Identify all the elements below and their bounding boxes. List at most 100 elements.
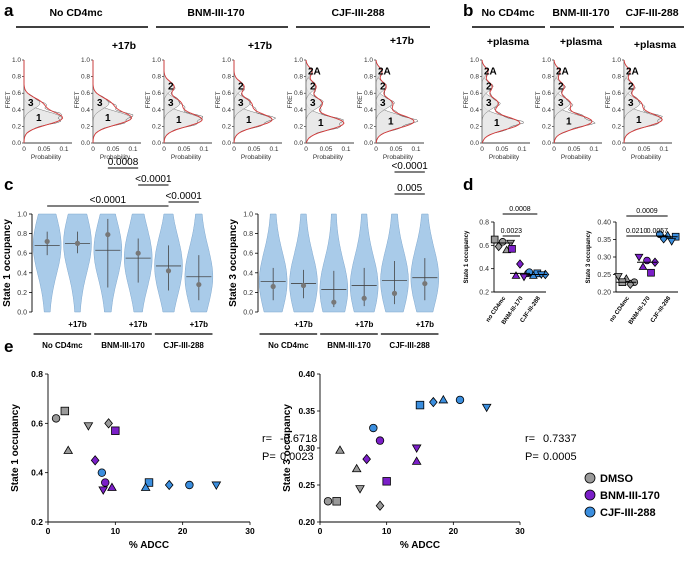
corr-point bbox=[335, 445, 345, 454]
fret-y-tick-label: 0.4 bbox=[542, 107, 551, 114]
fret-x-tick-label: 0 bbox=[162, 146, 166, 153]
violin-group-label: No CD4mc bbox=[268, 341, 309, 350]
fret-state-2-label: 2 bbox=[168, 82, 174, 93]
corr-point bbox=[481, 403, 492, 413]
e-right-r-label: r= bbox=[525, 433, 535, 445]
fret-x-tick-label: 0.05 bbox=[107, 146, 120, 153]
corr-y-tick-label: 0.6 bbox=[31, 418, 43, 428]
violin-shape bbox=[32, 213, 62, 313]
fret-y-tick-label: 0.8 bbox=[152, 74, 161, 81]
dot-point bbox=[519, 273, 529, 282]
fret-x-tick-label: 0.1 bbox=[659, 146, 668, 153]
violin-condition-label: +17b bbox=[416, 320, 435, 329]
corr-point bbox=[415, 400, 425, 410]
violin-y-tick-label: 0.2 bbox=[17, 290, 27, 297]
dot-category-label: CJF-III-288 bbox=[650, 295, 673, 324]
dot-point bbox=[647, 268, 655, 277]
fret-state-1-label: 1 bbox=[176, 115, 182, 126]
violin-y-tick-label: 1.0 bbox=[243, 212, 253, 219]
fret-y-tick-label: 0.2 bbox=[152, 123, 161, 130]
dot-y-tick-label: 0.20 bbox=[597, 290, 611, 297]
corr-point bbox=[101, 478, 110, 487]
corr-point bbox=[63, 445, 74, 454]
fret-y-axis-label: FRET bbox=[535, 91, 542, 108]
corr-x-tick-label: 20 bbox=[178, 526, 188, 536]
fret-x-tick-label: 0.1 bbox=[59, 146, 68, 153]
fret-fit-line bbox=[305, 59, 345, 144]
violin-y-tick-label: 0.0 bbox=[243, 310, 253, 317]
corr-chart-state1: 0.2 0.4 0.6 0.8 0 10 20 30 % ADCC State 1 occupan… bbox=[10, 369, 255, 551]
fret-y-axis-label: FRET bbox=[287, 91, 294, 108]
fret-y-tick-label: 1.0 bbox=[222, 57, 231, 64]
fret-x-tick-label: 0.1 bbox=[589, 146, 598, 153]
a-17b-label-1: +17b bbox=[112, 40, 136, 52]
corr-point bbox=[332, 497, 341, 506]
fret-fit-line bbox=[233, 60, 273, 144]
b-plasma-label-2: +plasma bbox=[560, 36, 602, 48]
dot-y-tick-label: 0.2 bbox=[479, 290, 489, 297]
corr-point bbox=[185, 480, 194, 490]
fret-y-tick-label: 1.0 bbox=[294, 57, 303, 64]
significance-label: 0.0008 bbox=[108, 157, 139, 168]
fret-state-1-label: 1 bbox=[36, 113, 42, 124]
fret-state-1-label: 1 bbox=[388, 116, 394, 127]
fret-state-2-label: 2 bbox=[238, 82, 244, 93]
fret-x-tick-label: 0.1 bbox=[341, 146, 350, 153]
fret-y-tick-label: 0.0 bbox=[294, 140, 303, 147]
dot-y-tick-label: 0.30 bbox=[597, 255, 611, 262]
fret-state-2-label: 2 bbox=[628, 82, 634, 93]
corr-y-axis-label: State 1 occupancy bbox=[10, 404, 21, 492]
fret-state-2a-label: 2A bbox=[626, 67, 639, 78]
fret-y-axis-label: FRET bbox=[215, 91, 222, 108]
corr-point bbox=[60, 406, 70, 416]
fret-state-1-label: 1 bbox=[105, 113, 111, 124]
dot-y-tick-label: 0.8 bbox=[479, 220, 489, 227]
legend-label-cjf: CJF-III-288 bbox=[600, 507, 656, 519]
corr-y-axis-label: State 3 occupancy bbox=[282, 404, 293, 492]
fret-y-tick-label: 0.2 bbox=[222, 123, 231, 130]
corr-point bbox=[369, 423, 378, 433]
fret-state-2a-label: 2A bbox=[484, 67, 497, 78]
fret-y-tick-label: 0.8 bbox=[12, 74, 21, 81]
fret-y-tick-label: 0.8 bbox=[542, 74, 551, 81]
fret-x-tick-label: 0.1 bbox=[199, 146, 208, 153]
fret-y-tick-label: 0.4 bbox=[81, 107, 90, 114]
fret-state-3-label: 3 bbox=[28, 98, 34, 109]
fret-x-tick-label: 0 bbox=[22, 146, 26, 153]
fret-y-tick-label: 0.6 bbox=[612, 90, 621, 97]
corr-x-tick-label: 20 bbox=[449, 526, 459, 536]
fret-y-tick-label: 1.0 bbox=[542, 57, 551, 64]
violin-shape bbox=[319, 213, 349, 313]
fret-y-tick-label: 0.0 bbox=[81, 140, 90, 147]
corr-x-tick-label: 0 bbox=[46, 526, 51, 536]
fret-y-tick-label: 0.0 bbox=[542, 140, 551, 147]
violin-mean-point bbox=[105, 231, 111, 238]
fret-y-tick-label: 0.4 bbox=[222, 107, 231, 114]
corr-y-tick-label: 0.8 bbox=[31, 369, 43, 379]
violin-chart-state3: 0.0 0.2 0.4 0.6 0.8 1.0 State 3 occupancy +17b +… bbox=[228, 161, 440, 350]
fret-y-tick-label: 0.6 bbox=[542, 90, 551, 97]
fret-x-tick-label: 0 bbox=[91, 146, 95, 153]
a-group-bnm: BNM-III-170 bbox=[187, 7, 244, 19]
corr-point bbox=[362, 453, 371, 465]
significance-label: 0.005 bbox=[397, 183, 422, 194]
corr-point bbox=[355, 485, 365, 494]
fret-fit-line bbox=[623, 59, 663, 144]
fret-y-tick-label: 1.0 bbox=[152, 57, 161, 64]
corr-y-tick-label: 0.20 bbox=[298, 517, 315, 527]
corr-point bbox=[83, 422, 94, 431]
corr-point bbox=[375, 500, 385, 511]
violin-mean-point bbox=[165, 268, 172, 274]
corr-point bbox=[140, 482, 151, 491]
fret-state-3-label: 3 bbox=[380, 98, 386, 109]
fret-state-2-label: 2 bbox=[558, 82, 564, 93]
dot-y-tick-label: 0.25 bbox=[597, 272, 611, 279]
fret-state-1-label: 1 bbox=[566, 116, 572, 127]
fret-state-3-label: 3 bbox=[486, 98, 492, 109]
violin-y-tick-label: 0.0 bbox=[17, 310, 27, 317]
fret-x-tick-label: 0.05 bbox=[638, 146, 651, 153]
fret-y-axis-label: FRET bbox=[74, 91, 81, 108]
